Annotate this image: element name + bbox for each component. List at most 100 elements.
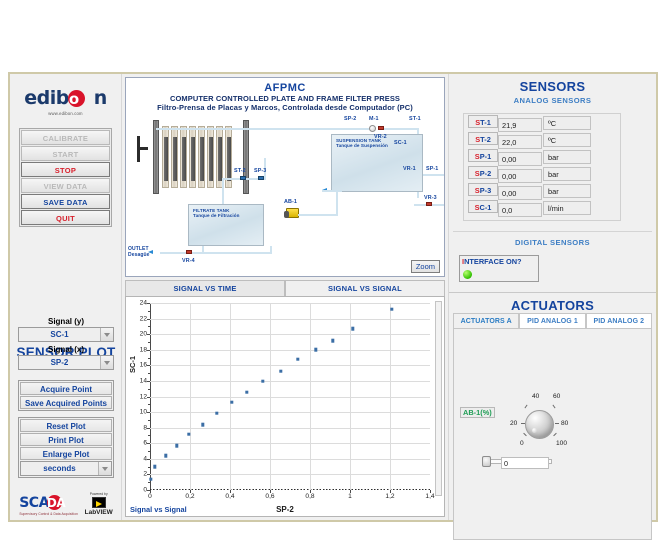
chart-panel: SC-1 0 2 4 6 8 10 12 14 16 18 20 22 24 0 0,2 0,4 0,6 0,8 1… — [125, 296, 445, 517]
knob-tick-label-60: 60 — [553, 393, 561, 400]
sensor-label-st-2: ST-2 — [468, 131, 498, 145]
save-data-button[interactable]: SAVE DATA — [21, 194, 110, 209]
chart-x-tickmark — [190, 490, 191, 493]
chart-vertical-scrollbar[interactable] — [435, 301, 442, 496]
chart-y-tick-label: 4 — [143, 455, 147, 463]
vr3-arrow-icon — [444, 202, 445, 206]
quit-button[interactable]: QUIT — [21, 210, 110, 225]
tag-vr-1: VR-1 — [403, 166, 416, 172]
pipe-pump-tank — [336, 192, 339, 216]
slider-thumb[interactable] — [482, 456, 491, 467]
chart-x-axis-title: SP-2 — [276, 505, 294, 514]
main-action-buttons: CALIBRATE START STOP VIEW DATA SAVE DATA… — [19, 128, 112, 227]
filter-plate — [198, 126, 205, 188]
pipe-press-bottom — [264, 158, 267, 180]
scada-wordmark: SCADA — [19, 495, 66, 511]
plot-button-group: Reset Plot Print Plot Enlarge Plot secon… — [18, 417, 114, 478]
chart-gridline-horizontal — [150, 443, 430, 445]
chart-gridline-horizontal — [150, 318, 430, 320]
chart-y-minor-tickmark — [148, 357, 150, 359]
start-button[interactable]: START — [21, 146, 110, 161]
chart-y-axis-title: SC-1 — [128, 355, 137, 373]
tab-signal-vs-signal[interactable]: SIGNAL VS SIGNAL — [285, 280, 445, 296]
filtrate-tank-label-en: FILTRATE TANK — [193, 208, 230, 213]
chevron-down-icon[interactable] — [100, 356, 113, 369]
sensor-label-sp-1: SP-1 — [468, 148, 498, 162]
chart-data-point — [331, 338, 335, 343]
time-unit-value: seconds — [43, 464, 76, 473]
chart-x-tick-label: 0,8 — [305, 493, 315, 500]
zoom-button[interactable]: Zoom — [410, 260, 440, 273]
chart-gridline-horizontal — [150, 474, 430, 476]
chart-x-tick-label: 0,2 — [185, 493, 195, 500]
edibon-wordmark: edibo n — [24, 86, 107, 109]
print-plot-button[interactable]: Print Plot — [20, 433, 112, 446]
sensor-label-sp-3: SP-3 — [468, 182, 498, 196]
knob-dial[interactable] — [525, 410, 554, 439]
filter-plate — [216, 126, 223, 188]
sensor-unit-sp-1: bar — [543, 150, 591, 164]
chart-gridline-vertical — [190, 303, 191, 490]
sensor-name: P-3 — [479, 185, 492, 195]
knob-tickmark — [553, 432, 557, 437]
knob-tickmark — [523, 432, 527, 437]
tab-actuators-a[interactable]: ACTUATORS A — [453, 313, 520, 328]
chart-y-tick-label: 6 — [143, 439, 147, 447]
time-unit-select[interactable]: seconds — [20, 461, 112, 476]
knob-value-field[interactable]: 0 — [501, 457, 549, 469]
pipe-tank-inlet — [322, 190, 342, 193]
tab-pid-analog-2[interactable]: PID ANALOG 2 — [585, 313, 652, 328]
sensor-st2-icon — [240, 176, 246, 180]
signal-y-select[interactable]: SC-1 — [18, 327, 114, 342]
view-data-button[interactable]: VIEW DATA — [21, 178, 110, 193]
sensor-name: P-2 — [479, 168, 492, 178]
sensor-label-sc-1: SC-1 — [468, 199, 498, 213]
chevron-down-icon[interactable] — [100, 328, 113, 341]
calibrate-button[interactable]: CALIBRATE — [21, 130, 110, 145]
press-end-plate-left — [153, 120, 159, 194]
chart-y-tickmark — [147, 318, 150, 320]
chart-y-minor-tickmark — [148, 341, 150, 343]
chart-x-tickmark — [270, 490, 271, 493]
sensor-name: T-1 — [480, 117, 491, 127]
chart-data-point — [153, 465, 157, 469]
signal-x-select[interactable]: SP-2 — [18, 355, 114, 370]
scada-logo-circle — [46, 495, 62, 510]
signal-x-label: Signal (x) — [47, 345, 84, 354]
digital-sensor-interface-on: INTERFACE ON? — [459, 255, 539, 282]
knob-tick-label-0: 0 — [520, 440, 524, 447]
sensor-value-sp-1: 0,00 — [498, 152, 542, 166]
valve-vr2-icon — [378, 126, 384, 130]
chart-gridline-vertical — [350, 303, 351, 490]
tab-signal-vs-time[interactable]: SIGNAL VS TIME — [125, 280, 285, 296]
filter-plate — [180, 126, 187, 188]
left-control-column: edibo n www.edibon.com CALIBRATE START ST… — [10, 74, 122, 520]
tag-vr-3: VR-3 — [424, 195, 437, 201]
chart-data-point — [201, 422, 205, 427]
chart-y-tickmark — [147, 458, 150, 460]
chart-gridline-horizontal — [150, 365, 430, 367]
chart-gridline-horizontal — [150, 427, 430, 429]
plot-x-axis — [150, 489, 430, 490]
labview-wordmark: LabVIEW — [84, 509, 113, 516]
chart-y-tick-label: 2 — [143, 470, 147, 478]
chart-x-tick-label: 1,4 — [425, 493, 435, 500]
save-acquired-points-button[interactable]: Save Acquired Points — [20, 396, 112, 409]
actuators-tabs: ACTUATORS A PID ANALOG 1 PID ANALOG 2 — [453, 313, 652, 328]
reset-plot-button[interactable]: Reset Plot — [20, 419, 112, 432]
acquire-point-button[interactable]: Acquire Point — [20, 382, 112, 395]
chart-plot-area[interactable]: 0 2 4 6 8 10 12 14 16 18 20 22 24 0 0,2 0,4 0,6 0,8 1 1,2 1,… — [140, 300, 435, 501]
chevron-down-icon[interactable] — [98, 462, 111, 475]
enlarge-plot-button[interactable]: Enlarge Plot — [20, 447, 112, 460]
knob-control-ab-1[interactable]: 40 60 20 80 0 100 — [504, 393, 576, 455]
chart-y-tick-label: 18 — [139, 346, 147, 354]
pipe-filtrate-drop2 — [270, 246, 273, 254]
stop-button[interactable]: STOP — [21, 162, 110, 177]
tab-pid-analog-1[interactable]: PID ANALOG 1 — [519, 313, 586, 328]
footer-brand-row: SCADA Supervisory Control & Data Acquisi… — [10, 492, 122, 516]
sensors-divider — [453, 231, 652, 232]
tag-vr-2: VR-2 — [374, 134, 387, 140]
chart-y-tickmark — [147, 396, 150, 398]
tag-sp-3: SP-3 — [254, 168, 267, 174]
chart-y-tickmark — [147, 349, 150, 351]
